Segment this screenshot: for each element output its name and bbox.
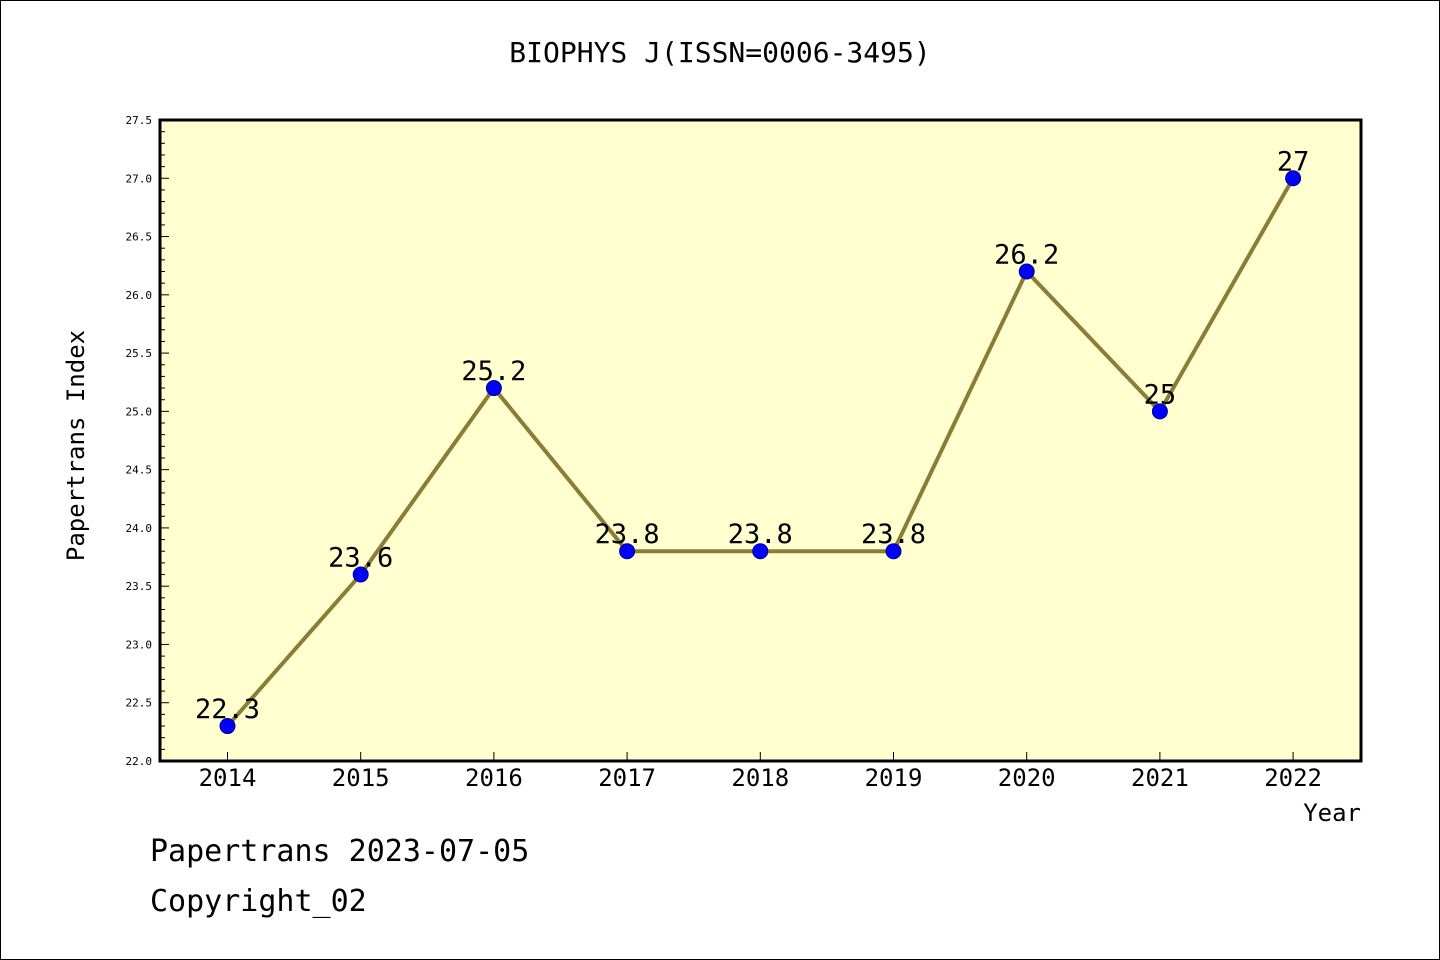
data-point	[219, 718, 236, 735]
y-tick-label: 23.5	[126, 580, 153, 593]
y-tick-label: 27.0	[126, 172, 153, 185]
data-point	[752, 543, 769, 560]
x-tick-label: 2018	[731, 764, 789, 792]
y-tick-label: 27.5	[126, 114, 153, 127]
y-tick-label: 25.0	[126, 405, 153, 418]
data-point	[352, 566, 369, 583]
x-tick-label: 2015	[332, 764, 390, 792]
y-tick-label: 22.5	[126, 697, 153, 710]
y-tick-label: 24.0	[126, 522, 153, 535]
data-label: 23.6	[328, 543, 393, 574]
data-label: 22.3	[195, 694, 260, 725]
y-tick-label: 23.0	[126, 638, 153, 651]
data-point	[1018, 263, 1035, 280]
y-tick-label: 22.0	[126, 755, 153, 768]
data-point	[1151, 403, 1168, 420]
chart-title: BIOPHYS J(ISSN=0006-3495)	[509, 36, 931, 69]
data-label: 27	[1277, 146, 1310, 177]
x-tick-label: 2017	[598, 764, 656, 792]
data-label: 26.2	[994, 240, 1059, 271]
y-axis-label: Papertrans Index	[62, 330, 90, 561]
data-label: 25.2	[461, 356, 526, 387]
x-tick-label: 2021	[1131, 764, 1189, 792]
data-label: 23.8	[861, 519, 926, 550]
x-tick-label: 2020	[998, 764, 1056, 792]
x-tick-label: 2014	[199, 764, 257, 792]
plot-area	[158, 118, 1363, 763]
data-point	[885, 543, 902, 560]
x-axis-label: Year	[1303, 799, 1361, 827]
y-tick-label: 25.5	[126, 347, 153, 360]
footer-copyright: Copyright_02	[150, 884, 367, 919]
x-tick-label: 2016	[465, 764, 523, 792]
x-tick-label: 2019	[865, 764, 923, 792]
y-tick-label: 26.0	[126, 289, 153, 302]
footer-source-date: Papertrans 2023-07-05	[150, 834, 530, 869]
data-point	[1285, 170, 1302, 187]
data-point	[485, 380, 502, 397]
data-point	[619, 543, 636, 560]
y-tick-label: 26.5	[126, 231, 153, 244]
data-label: 25	[1144, 379, 1177, 410]
data-label: 23.8	[595, 519, 660, 550]
y-tick-label: 24.5	[126, 464, 153, 477]
x-tick-label: 2022	[1264, 764, 1322, 792]
data-label: 23.8	[728, 519, 793, 550]
